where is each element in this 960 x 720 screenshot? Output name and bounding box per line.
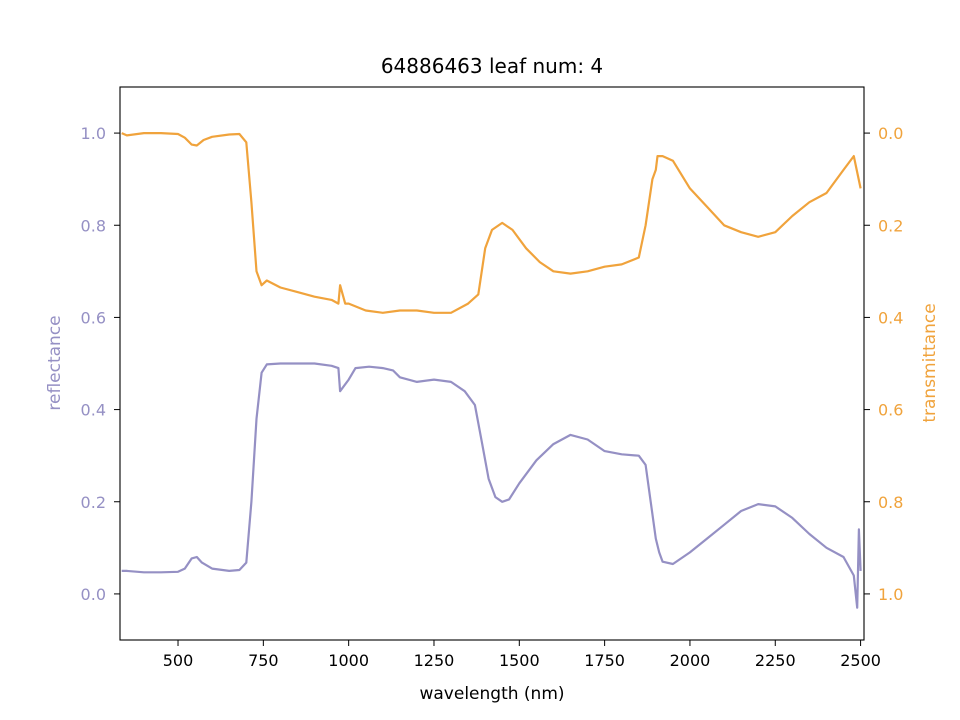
chart-title: 64886463 leaf num: 4 — [381, 54, 603, 78]
y-tick-label-right: 0.8 — [878, 493, 903, 512]
x-tick-label: 750 — [248, 651, 279, 670]
transmittance-line — [121, 132, 862, 314]
y-tick-label-left: 0.6 — [81, 308, 106, 327]
y-axis-label-right: transmittance — [920, 303, 940, 422]
x-axis-label: wavelength (nm) — [419, 684, 564, 704]
axes-layer: 500 750 1000 1250 1500 1750 2000 2250 2500 0.0 0.2… — [81, 124, 904, 670]
y-tick-label-left: 0.2 — [81, 493, 106, 512]
y-axis-label-left: reflectance — [45, 315, 65, 410]
reflectance-line — [121, 362, 862, 609]
x-tick-label: 2500 — [840, 651, 881, 670]
y-tick-label-left: 0.0 — [81, 585, 106, 604]
x-tick-label: 500 — [163, 651, 194, 670]
y-tick-label-left: 0.8 — [81, 216, 106, 235]
y-tick-label-right: 0.6 — [878, 401, 903, 420]
x-tick-label: 2000 — [670, 651, 711, 670]
series-layer — [121, 132, 862, 609]
y-tick-label-right: 1.0 — [878, 585, 903, 604]
x-tick-label: 1000 — [328, 651, 369, 670]
y-tick-label-right: 0.4 — [878, 308, 903, 327]
x-tick-label: 1250 — [414, 651, 455, 670]
plot-frame — [119, 86, 865, 641]
y-tick-label-right: 0.2 — [878, 216, 903, 235]
y-tick-label-right: 0.0 — [878, 124, 903, 143]
x-tick-label: 2250 — [755, 651, 796, 670]
x-tick-label: 1750 — [584, 651, 625, 670]
x-tick-label: 1500 — [499, 651, 540, 670]
y-tick-label-left: 1.0 — [81, 124, 106, 143]
y-tick-label-left: 0.4 — [81, 401, 106, 420]
